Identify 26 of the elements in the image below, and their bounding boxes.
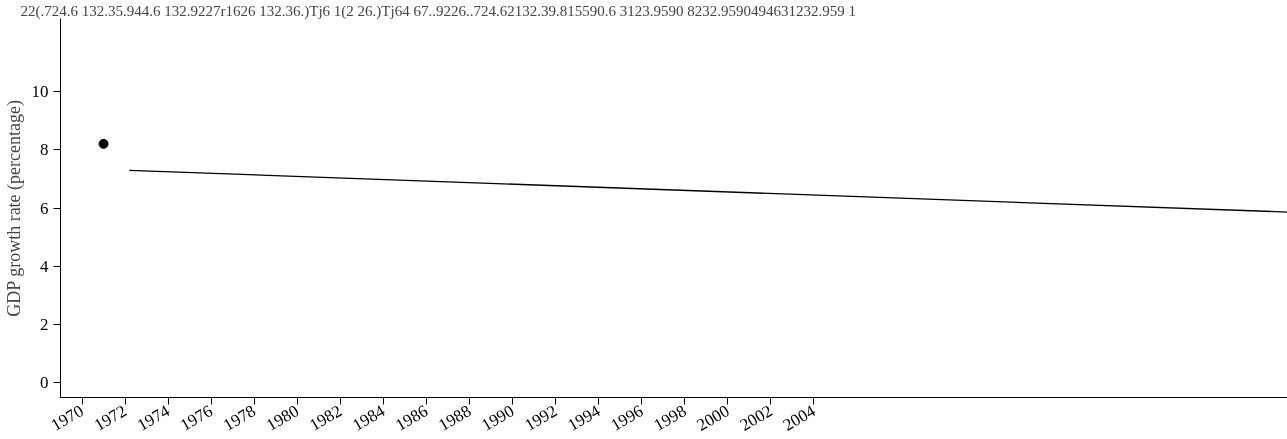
y-tick-label: 4 xyxy=(40,256,49,276)
x-tick-label: 2000 xyxy=(693,401,733,435)
x-tick-label: 1998 xyxy=(650,401,690,435)
x-tick-label: 1994 xyxy=(564,401,604,435)
x-tick-label: 1970 xyxy=(47,401,87,435)
x-tick-label: 1972 xyxy=(90,401,130,435)
x-tick-label: 1982 xyxy=(306,401,346,435)
x-tick-label: 1976 xyxy=(176,401,216,435)
y-axis-title: GDP growth rate (percentage) xyxy=(3,99,25,317)
text: 22(.724.6 132.35.944.6 132.9227r1626 132.36.)Tj6 1(2 26.)Tj64 67..9226..724.62132.39.815590.6 3123.9590 8232.9590494631232.959 1 xyxy=(20,2,856,20)
x-tick-label: 1980 xyxy=(263,401,303,435)
x-tick-label: 2004 xyxy=(779,401,820,435)
x-tick-label: 1992 xyxy=(521,401,561,435)
y-tick-label: 10 xyxy=(31,81,49,101)
x-tick-label: 1988 xyxy=(435,401,475,435)
x-tick-label: 1974 xyxy=(133,401,174,435)
y-tick-label: 8 xyxy=(40,140,49,160)
x-tick-label: 1990 xyxy=(478,401,518,435)
x-tick-label: 1978 xyxy=(220,401,259,435)
y-tick-label: 2 xyxy=(40,315,49,335)
x-tick-label: 1996 xyxy=(607,401,647,435)
y-tick-label: 0 xyxy=(40,373,49,393)
x-tick-label: 2002 xyxy=(736,401,776,435)
y-tick-label: 6 xyxy=(40,198,49,218)
x-tick-label: 1984 xyxy=(349,401,389,435)
x-tick-label: 1986 xyxy=(392,401,432,435)
